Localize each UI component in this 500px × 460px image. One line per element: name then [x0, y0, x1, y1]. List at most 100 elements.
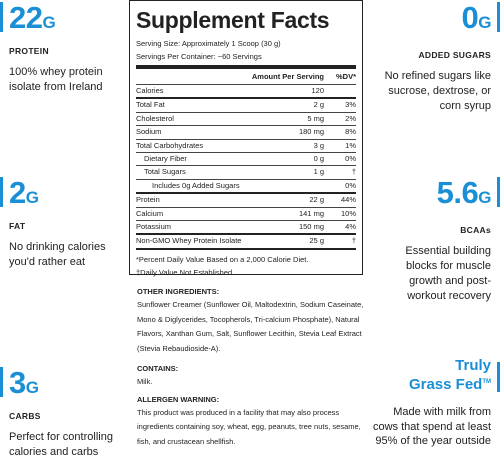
stat-value: 0G: [373, 0, 492, 39]
amount: [274, 180, 324, 192]
amount: 22 g: [309, 195, 324, 205]
daily-value: 1%: [345, 140, 356, 150]
supplement-facts: Supplement Facts Serving Size: Approxima…: [129, 0, 363, 277]
facts-row: Calcium 141 mg 10%: [136, 206, 356, 220]
nutrient: Cholesterol: [136, 113, 174, 123]
stat-label: FAT: [9, 221, 26, 231]
facts-row: Non-GMO Whey Protein Isolate 25 g †: [136, 233, 356, 247]
stat-value: 3G: [9, 367, 121, 404]
stat-unit: G: [478, 13, 491, 32]
stat-number: 0: [461, 0, 479, 35]
stat-value: 2G: [9, 177, 121, 214]
accent-bar: [497, 2, 500, 32]
daily-value: 4%: [345, 221, 356, 231]
daily-value: 44%: [340, 195, 356, 205]
serving-size: Serving Size: Approximately 1 Scoop (30 …: [136, 39, 281, 48]
facts-row: Includes 0g Added Sugars 0%: [136, 178, 356, 192]
allergen-heading: ALLERGEN WARNING:: [137, 394, 220, 404]
stat-block: 0G ADDED SUGARS No refined sugars like suc…: [373, 0, 492, 114]
amount-header: Amount Per Serving: [251, 72, 324, 81]
daily-value: [324, 85, 356, 97]
amount: 150 mg: [298, 221, 324, 231]
stat-unit: G: [25, 188, 39, 207]
amount: 0 g: [313, 153, 324, 163]
stat-unit: G: [478, 188, 491, 207]
daily-value: 8%: [345, 127, 356, 137]
amount: 2 g: [313, 100, 324, 110]
contains-text: Milk.: [137, 377, 153, 386]
trademark: TM: [482, 379, 491, 385]
nutrient: Non-GMO Whey Protein Isolate: [136, 236, 242, 246]
ingredients-heading: OTHER INGREDIENTS:: [137, 287, 220, 296]
grass-fed-text: Made with milk from cows that spend at l…: [372, 406, 491, 447]
facts-row: Dietary Fiber 0 g 0%: [136, 151, 356, 165]
nutrient: Calcium: [136, 208, 164, 218]
facts-title: Supplement Facts: [136, 7, 330, 33]
stat-block: 3G CARBS Perfect for controlling calories …: [9, 367, 121, 460]
stat-number: 5.6: [436, 175, 479, 210]
amount: 25 g: [309, 236, 324, 246]
footnote: *Percent Daily Value Based on a 2,000 Ca…: [136, 254, 309, 264]
stat-text: No refined sugars like sucrose, dextrose…: [384, 70, 491, 112]
stat-unit: G: [42, 13, 56, 32]
amount: 141 mg: [298, 208, 324, 218]
nutrient: Sodium: [136, 127, 162, 137]
contains-heading: CONTAINS:: [137, 364, 179, 373]
stat-number: 3: [9, 365, 26, 400]
nutrient: Includes 0g Added Sugars: [152, 180, 240, 190]
nutrient: Dietary Fiber: [144, 153, 187, 163]
allergen-text: This product was produced in a facility …: [137, 407, 361, 446]
accent-bar: [0, 2, 3, 32]
stat-value: 5.6G: [373, 175, 492, 214]
nutrient: Total Carbohydrates: [136, 140, 204, 150]
accent-bar: [497, 362, 500, 392]
nutrient: Protein: [136, 195, 160, 205]
stat-label: CARBS: [9, 411, 41, 421]
daily-value: 2%: [345, 113, 356, 123]
stat-text: No drinking calories you'd rather eat: [9, 241, 106, 268]
grass-fed: Truly Grass FedTM Made with milk from co…: [371, 357, 491, 449]
facts-row: Cholesterol 5 mg 2%: [136, 111, 356, 125]
accent-bar: [497, 177, 500, 207]
daily-value: 10%: [340, 208, 356, 218]
amount: 5 mg: [307, 113, 324, 123]
nutrient: Total Sugars: [144, 167, 186, 177]
amount: 1 g: [313, 167, 324, 177]
nutrient: Calories: [136, 86, 164, 95]
daily-value: 3%: [345, 100, 356, 110]
stat-text: 100% whey protein isolate from Ireland: [9, 66, 103, 93]
footnote: †Daily Value Not Established.: [136, 267, 235, 277]
ingredients-block: OTHER INGREDIENTS: Sunflower Creamer (Su…: [137, 286, 369, 449]
stat-label: ADDED SUGARS: [418, 50, 491, 60]
stat-number: 22: [9, 0, 43, 35]
stat-text: Perfect for controlling calories and car…: [9, 431, 113, 458]
facts-row: Total Carbohydrates 3 g 1%: [136, 138, 356, 152]
grass-fed-line2: Grass Fed: [408, 376, 483, 393]
grass-fed-line1: Truly: [455, 357, 491, 374]
amount: 180 mg: [298, 127, 324, 137]
daily-value: 0%: [345, 180, 356, 190]
dv-header: %DV*: [335, 72, 356, 81]
nutrient: Potassium: [136, 221, 172, 231]
accent-bar: [0, 177, 3, 207]
nutrient: Total Fat: [136, 100, 165, 110]
daily-value: 0%: [345, 153, 356, 163]
daily-value: †: [351, 167, 356, 177]
stat-block: 5.6G BCAAs Essential building blocks for m…: [373, 177, 491, 304]
stat-unit: G: [25, 378, 39, 397]
facts-row: Sodium 180 mg 8%: [136, 125, 356, 138]
daily-value: †: [351, 236, 356, 246]
stat-text: Essential building blocks for muscle gro…: [405, 245, 491, 302]
amount: 3 g: [313, 140, 324, 150]
facts-row: Calories 120: [136, 84, 356, 97]
accent-bar: [0, 367, 3, 397]
facts-row: Total Fat 2 g 3%: [136, 97, 356, 111]
stat-block: 2G FAT No drinking calories you'd rather e…: [9, 177, 121, 270]
facts-row: Total Sugars 1 g †: [136, 165, 356, 178]
stat-value: 22G: [9, 2, 121, 39]
facts-row: Protein 22 g 44%: [136, 192, 356, 206]
stat-label: PROTEIN: [9, 46, 49, 56]
stat-number: 2: [9, 175, 26, 210]
servings: Servings Per Container: ~60 Servings: [136, 52, 262, 61]
